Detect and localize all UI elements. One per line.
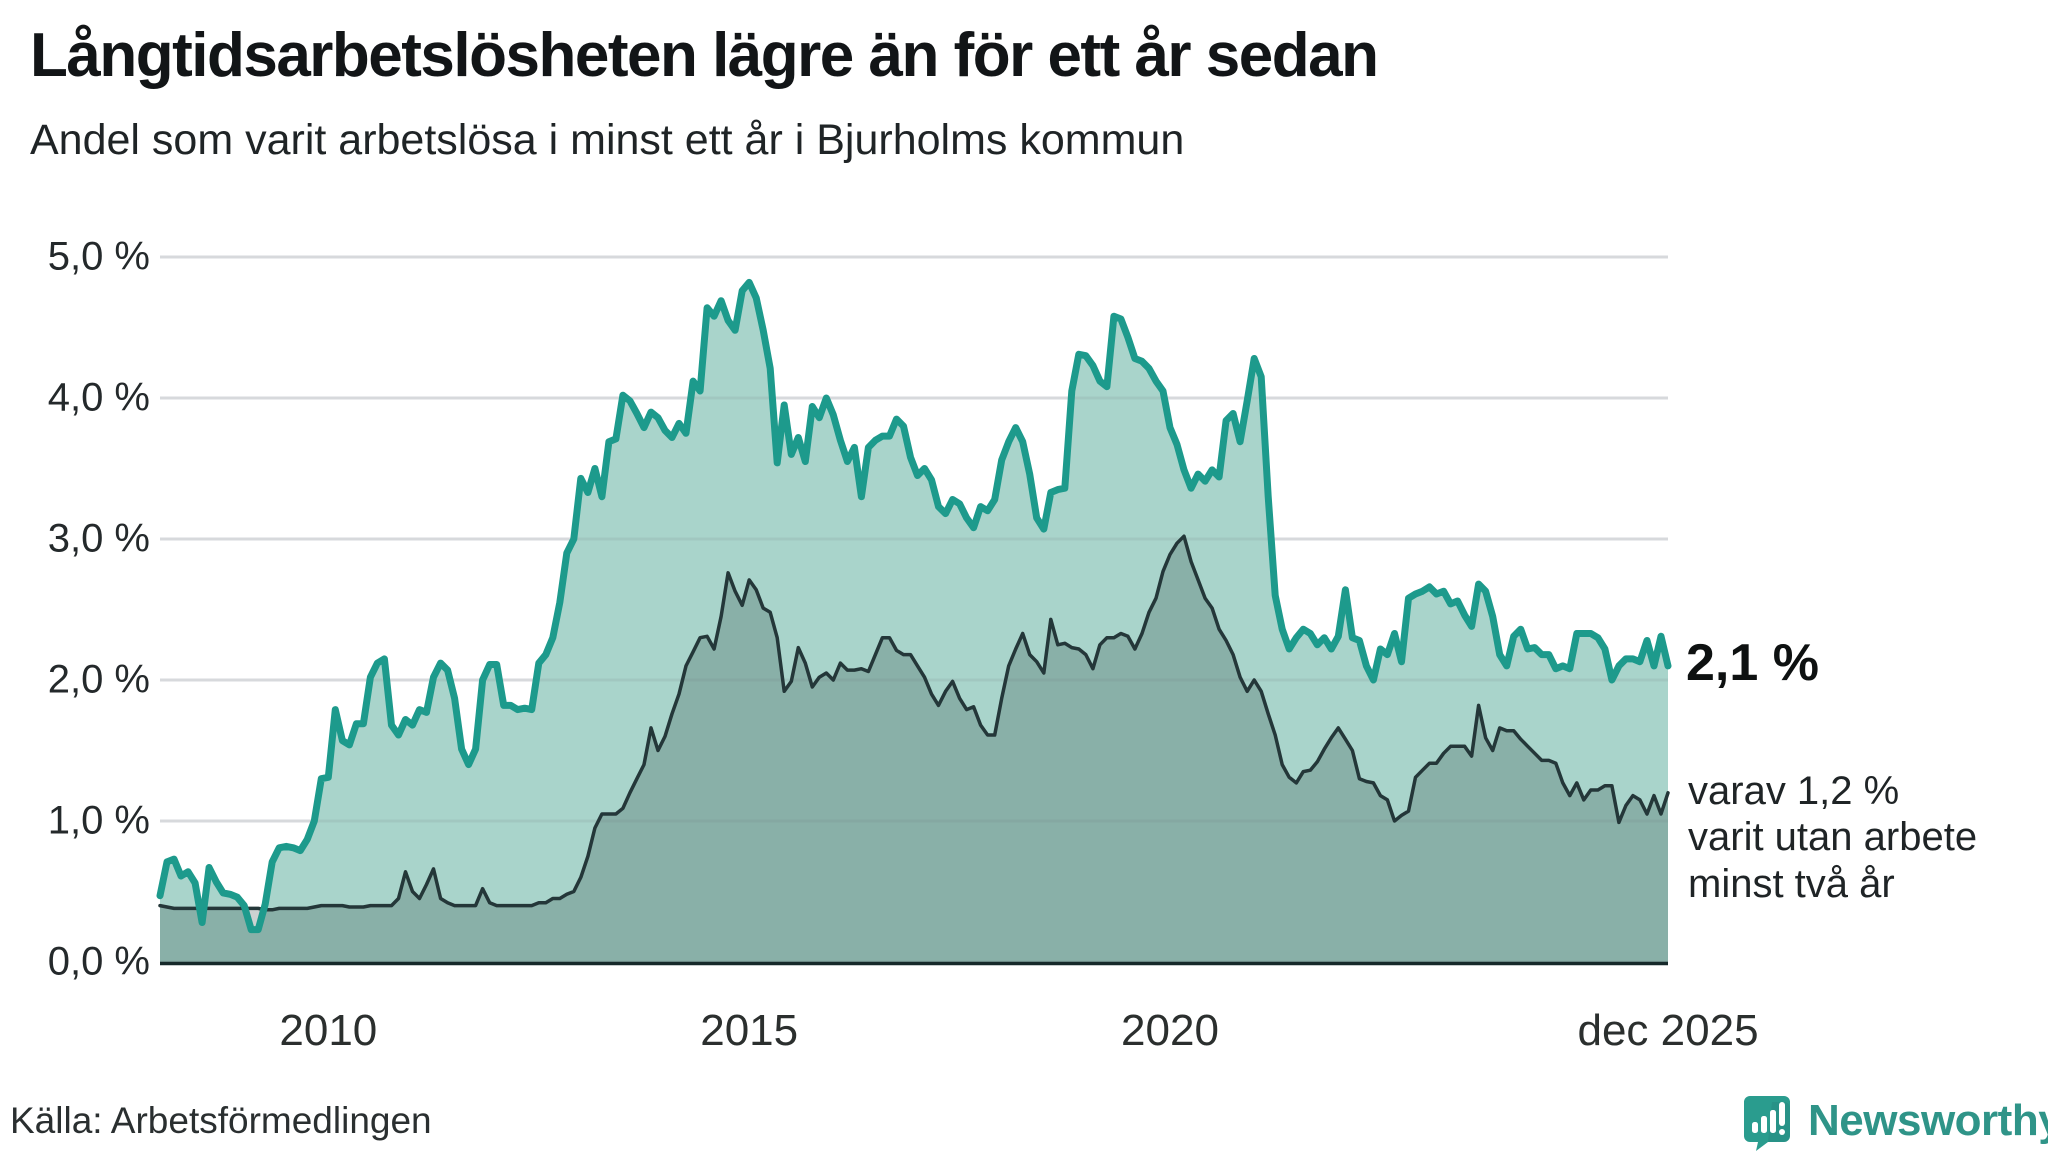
end-note-line: minst två år [1688, 861, 1895, 906]
y-tick-label: 4,0 % [47, 375, 150, 420]
end-note-line: varav 1,2 % [1688, 769, 1900, 813]
area-minst-ett-ar [160, 282, 1668, 962]
x-tick-label: 2015 [700, 1006, 799, 1055]
line-minst-ett-ar [156, 278, 1672, 934]
chart-subtitle: Andel som varit arbetslösa i minst ett å… [30, 116, 1185, 164]
end-value-label: 2,1 % [1686, 634, 1819, 692]
brand-wordmark: Newsworthy [1808, 1096, 2048, 1145]
y-tick-label: 5,0 % [47, 234, 150, 279]
x-tick-label: 2010 [279, 1006, 378, 1055]
newsworthy-icon [1744, 1096, 1790, 1151]
page-title: Långtidsarbetslösheten lägre än för ett … [30, 21, 1379, 90]
y-tick-label: 2,0 % [47, 657, 150, 702]
brand-logo: Newsworthy [1742, 1094, 2048, 1152]
y-tick-label: 1,0 % [47, 798, 150, 843]
x-tick-label: dec 2025 [1577, 1006, 1759, 1055]
line-minst-tva-ar [158, 534, 1670, 912]
x-tick-label: 2020 [1121, 1006, 1219, 1055]
y-tick-label: 3,0 % [47, 516, 150, 561]
area-minst-tva-ar [160, 536, 1668, 962]
y-tick-label: 0,0 % [47, 939, 150, 984]
end-note: varav 1,2 % varit utan arbete minst två … [1688, 768, 1977, 907]
source-credit: Källa: Arbetsförmedlingen [10, 1100, 432, 1141]
end-note-line: varit utan arbete [1688, 815, 1978, 860]
